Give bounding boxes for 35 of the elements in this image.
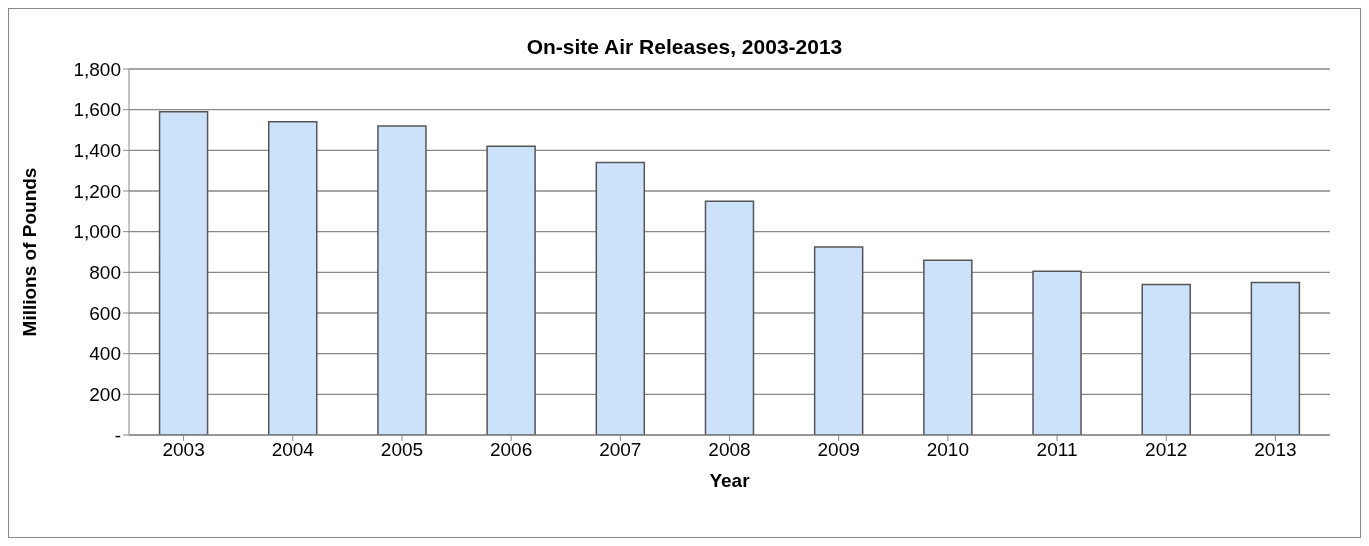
chart-title: On-site Air Releases, 2003-2013	[525, 35, 844, 59]
y-tick-label: 1,000	[73, 221, 121, 243]
x-tick-label: 2006	[490, 439, 533, 461]
x-tick-label: 2012	[1145, 439, 1188, 461]
x-tick-label: 2010	[926, 439, 969, 461]
y-tick-label: 600	[89, 302, 121, 324]
x-tick-label: 2008	[708, 439, 751, 461]
bar	[704, 200, 755, 435]
bar	[1141, 283, 1191, 435]
y-tick-label: 800	[89, 262, 121, 284]
bar	[268, 121, 318, 435]
bar	[486, 145, 536, 435]
y-tick-label: 1,400	[73, 140, 121, 162]
y-tick-label: 1,200	[73, 180, 121, 202]
bar	[1250, 281, 1301, 435]
bar	[595, 161, 646, 435]
y-tick-label: 400	[89, 343, 121, 365]
x-tick-label: 2007	[599, 439, 642, 461]
x-tick-label: 2005	[380, 439, 424, 461]
y-axis-title: Millions of Pounds	[18, 167, 40, 337]
y-tick-label: 200	[89, 384, 121, 406]
y-tick-label: -	[114, 424, 121, 446]
bar	[377, 125, 427, 435]
bar	[813, 246, 864, 435]
x-tick-label: 2013	[1254, 439, 1297, 461]
x-tick-label: 2009	[817, 439, 860, 461]
y-tick-label: 1,600	[73, 99, 121, 121]
x-tick-label: 2004	[271, 439, 315, 461]
bar	[158, 110, 209, 435]
y-tick-label: 1,800	[73, 58, 121, 80]
bar	[1032, 270, 1082, 435]
bar	[923, 259, 973, 435]
x-axis-title: Year	[709, 470, 751, 491]
x-tick-label: 2003	[162, 439, 205, 461]
x-tick-label: 2011	[1036, 439, 1078, 461]
